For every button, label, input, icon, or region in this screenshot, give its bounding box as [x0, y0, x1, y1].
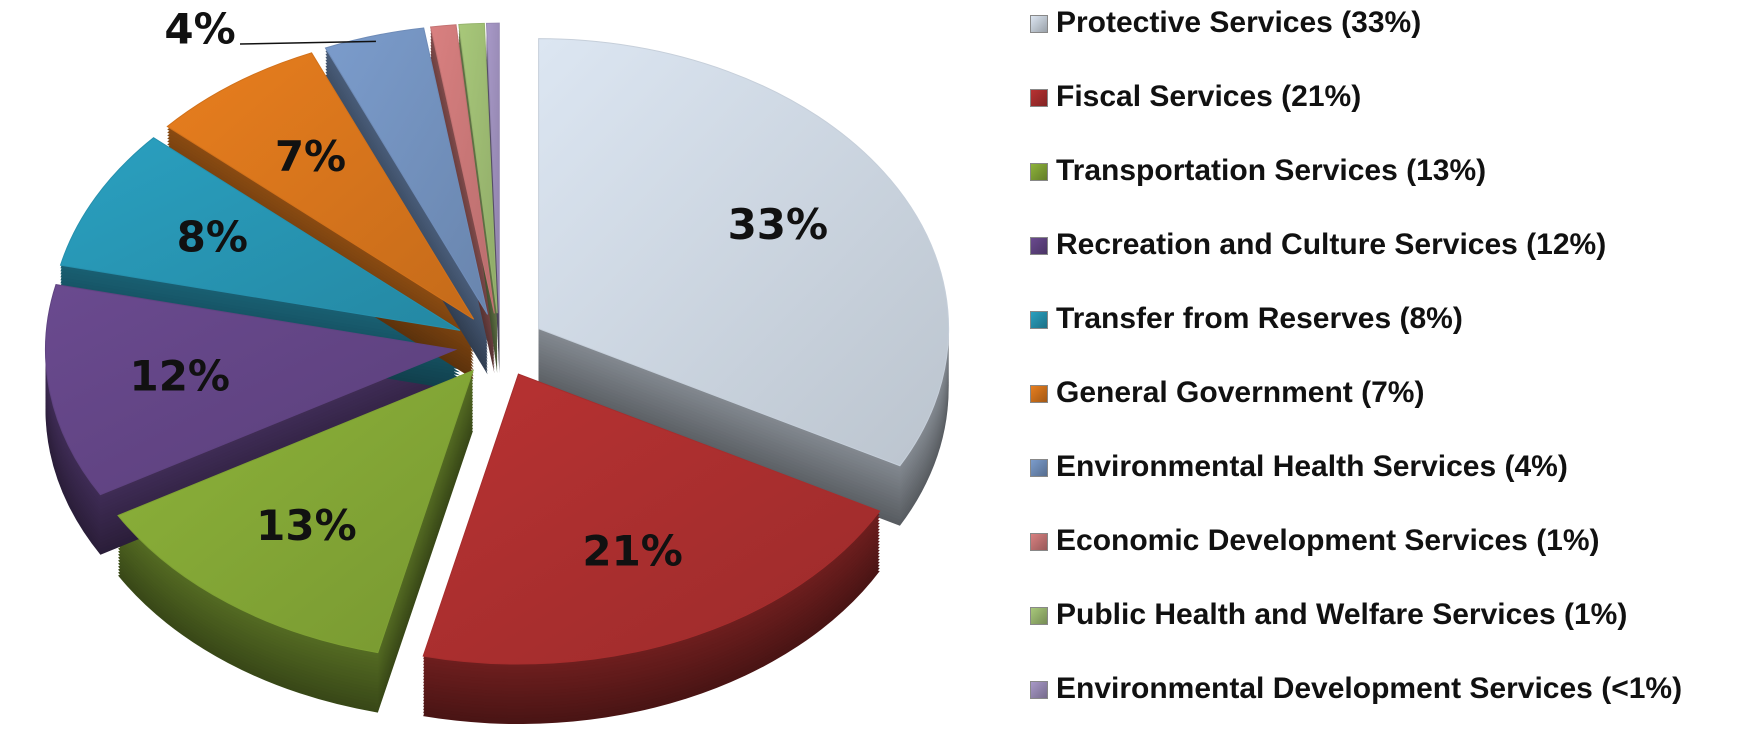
slice-side [430, 42, 495, 332]
legend-swatch [1030, 15, 1048, 33]
slice-side [430, 33, 495, 323]
legend-label: Environmental Development Services (<1%) [1056, 672, 1683, 705]
legend-item: Transfer from Reserves (8%) [1030, 302, 1730, 376]
legend-item: Protective Services (33%) [1030, 6, 1730, 80]
legend-item: General Government (7%) [1030, 376, 1730, 450]
legend-swatch [1030, 459, 1048, 477]
slice [166, 52, 475, 320]
slice [538, 38, 950, 467]
legend-swatch [1030, 681, 1048, 699]
slice-side [458, 32, 498, 323]
legend-swatch [1030, 163, 1048, 181]
legend-swatch [1030, 607, 1048, 625]
slice-side [430, 54, 495, 344]
slice-label: 33% [728, 200, 829, 249]
legend-swatch [1030, 89, 1048, 107]
legend: Protective Services (33%) Fiscal Services… [1030, 6, 1730, 746]
legend-swatch [1030, 385, 1048, 403]
leader-line [239, 40, 376, 45]
slice-side [430, 45, 495, 335]
legend-item: Economic Development Services (1%) [1030, 524, 1730, 598]
slice-side [458, 35, 498, 326]
legend-swatch [1030, 237, 1048, 255]
legend-item: Environmental Development Services (<1%) [1030, 672, 1730, 746]
slice-side [430, 30, 495, 320]
slice-side [430, 51, 495, 341]
slice [429, 24, 495, 314]
legend-item: Fiscal Services (21%) [1030, 80, 1730, 154]
legend-item: Transportation Services (13%) [1030, 154, 1730, 228]
legend-item: Environmental Health Services (4%) [1030, 450, 1730, 524]
legend-swatch [1030, 533, 1048, 551]
slice-label: 12% [129, 351, 230, 400]
legend-label: Transfer from Reserves (8%) [1056, 302, 1463, 335]
slice-side [430, 36, 495, 326]
slice [458, 22, 498, 314]
slice-label: 8% [177, 212, 248, 261]
legend-label: Public Health and Welfare Services (1%) [1056, 598, 1628, 631]
legend-item: Recreation and Culture Services (12%) [1030, 228, 1730, 302]
slice-label: 13% [256, 501, 357, 550]
slice-label: 7% [275, 132, 346, 181]
legend-label: Recreation and Culture Services (12%) [1056, 228, 1607, 261]
slice-label: 21% [582, 526, 683, 575]
slice [324, 27, 488, 315]
legend-label: Economic Development Services (1%) [1056, 524, 1600, 557]
slice-side [458, 29, 498, 320]
slice-side [430, 48, 495, 338]
slice-side [430, 39, 495, 329]
legend-label: Transportation Services (13%) [1056, 154, 1487, 187]
legend-swatch [1030, 311, 1048, 329]
slice-side [458, 38, 498, 329]
legend-item: Public Health and Welfare Services (1%) [1030, 598, 1730, 672]
legend-label: Fiscal Services (21%) [1056, 80, 1362, 113]
slice [45, 283, 458, 496]
slice [59, 137, 461, 331]
slice-label: 4% [164, 5, 235, 54]
pie-chart: 33% 21% 13% 12% 8% 7% 4% [45, 5, 950, 725]
legend-label: Protective Services (33%) [1056, 6, 1422, 39]
slice [422, 373, 881, 665]
slice [117, 369, 474, 654]
legend-label: Environmental Health Services (4%) [1056, 450, 1568, 483]
legend-label: General Government (7%) [1056, 376, 1425, 409]
slice [485, 22, 500, 314]
